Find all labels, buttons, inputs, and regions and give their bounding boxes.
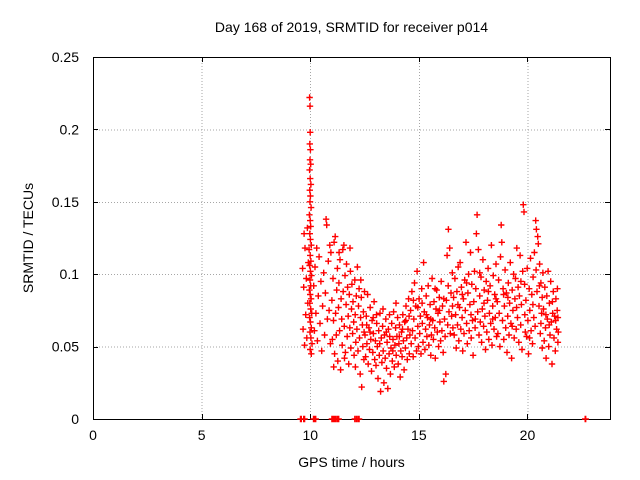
scatter-point-path — [297, 94, 589, 423]
x-tick-label: 10 — [302, 427, 318, 443]
x-tick-label: 0 — [89, 427, 97, 443]
chart-title: Day 168 of 2019, SRMTID for receiver p01… — [214, 19, 489, 35]
axis-ticks — [93, 57, 610, 420]
y-tick-label: 0 — [71, 411, 79, 427]
plot-border — [93, 57, 611, 420]
y-tick-label: 0.05 — [52, 339, 79, 355]
x-tick-label: 5 — [198, 427, 206, 443]
tick-labels: 0 5 10 15 20 0 0.05 0.1 0.15 0.2 0.25 — [52, 49, 536, 443]
x-tick-label: 15 — [411, 427, 427, 443]
y-tick-label: 0.15 — [52, 194, 79, 210]
x-axis-label: GPS time / hours — [298, 454, 405, 470]
x-tick-label: 20 — [520, 427, 536, 443]
y-tick-label: 0.25 — [52, 49, 79, 65]
y-tick-label: 0.1 — [60, 266, 80, 282]
y-tick-label: 0.2 — [60, 121, 80, 137]
scatter-points — [297, 94, 589, 423]
